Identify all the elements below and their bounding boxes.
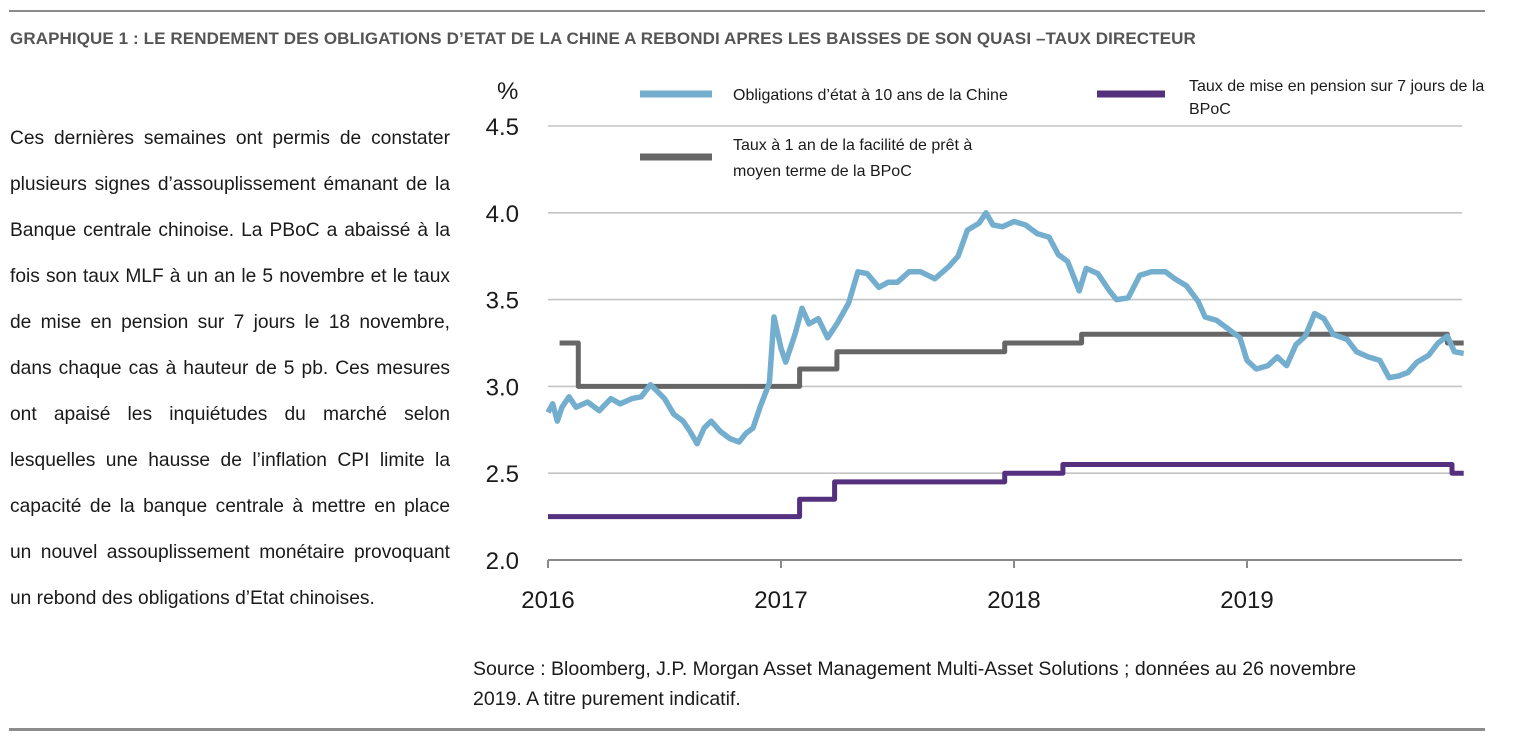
source-line-2: 2019. A titre purement indicatif. — [473, 688, 741, 710]
y-tick-label: 4.0 — [486, 201, 519, 228]
legend-label-repo-line1: Taux de mise en pension sur 7 jours de l… — [1189, 78, 1484, 95]
source-line-1: Source : Bloomberg, J.P. Morgan Asset Ma… — [473, 658, 1357, 680]
y-axis-tick-labels: 2.0 2.5 3.0 3.5 4.0 4.5 — [486, 114, 519, 575]
x-axis-tick-labels: 2016 2017 2018 2019 — [521, 560, 1274, 614]
legend-label-bond: Obligations d’état à 10 ans de la Chine — [733, 87, 1008, 104]
x-tick-label: 2017 — [754, 587, 807, 614]
source-note: Source : Bloomberg, J.P. Morgan Asset Ma… — [473, 654, 1473, 714]
y-tick-label: 3.5 — [486, 288, 519, 315]
bottom-divider — [9, 728, 1485, 731]
y-tick-label: 2.5 — [486, 461, 519, 488]
series-mlf-rate-line — [559, 331, 1464, 389]
y-tick-label: 2.0 — [486, 548, 519, 575]
legend-label-repo-line2: BPoC — [1189, 101, 1231, 118]
chart-heading: GRAPHIQUE 1 : LE RENDEMENT DES OBLIGATIO… — [10, 29, 1196, 48]
y-axis-label: % — [497, 78, 518, 105]
legend-label-mlf-line2: moyen terme de la BPoC — [733, 163, 912, 180]
legend-label-mlf-line1: Taux à 1 an de la facilité de prêt à — [733, 137, 972, 154]
series-repo-rate-line — [548, 462, 1464, 520]
top-divider — [9, 10, 1485, 12]
x-tick-label: 2018 — [987, 587, 1040, 614]
x-tick-label: 2019 — [1220, 587, 1273, 614]
y-tick-label: 4.5 — [486, 114, 519, 141]
series-layer — [545, 210, 1465, 520]
series-bond-yield-line — [545, 210, 1465, 447]
x-tick-label: 2016 — [521, 587, 574, 614]
body-paragraph: Ces dernières semaines ont permis de con… — [10, 128, 450, 609]
y-tick-label: 3.0 — [486, 374, 519, 401]
